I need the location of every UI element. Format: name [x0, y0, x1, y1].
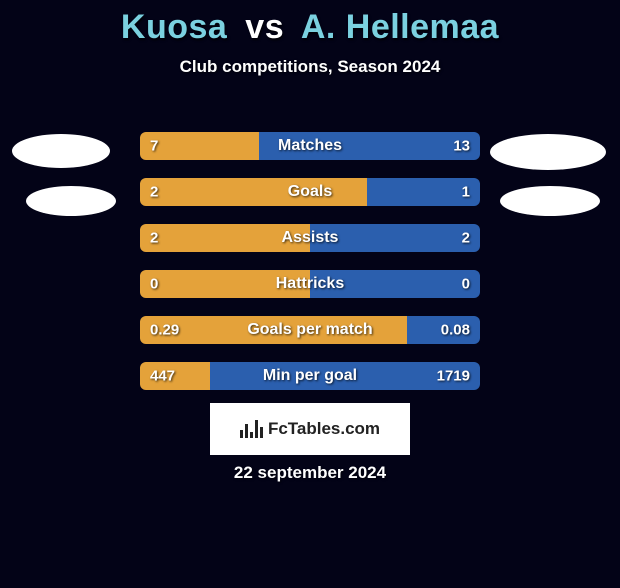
player2-name: A. Hellemaa [301, 8, 499, 46]
avatar-placeholder [490, 134, 606, 170]
date-text: 22 september 2024 [0, 463, 620, 483]
fctables-logo: FcTables.com [210, 403, 410, 455]
stat-row: 00Hattricks [140, 270, 480, 298]
avatar-placeholder [26, 186, 116, 216]
avatar-placeholder [500, 186, 600, 216]
stat-label: Goals [140, 183, 480, 201]
stat-label: Goals per match [140, 321, 480, 339]
subtitle: Club competitions, Season 2024 [0, 57, 620, 77]
avatar-placeholder [12, 134, 110, 168]
stat-row: 0.290.08Goals per match [140, 316, 480, 344]
comparison-title: Kuosa vs A. Hellemaa [0, 8, 620, 47]
stat-label: Assists [140, 229, 480, 247]
player1-name: Kuosa [121, 8, 227, 46]
stat-label: Matches [140, 137, 480, 155]
logo-bars-icon [240, 420, 262, 438]
stat-row: 4471719Min per goal [140, 362, 480, 390]
logo-text: FcTables.com [268, 419, 380, 439]
stat-row: 21Goals [140, 178, 480, 206]
stats-bars: 713Matches 21Goals 22Assists 00Hattricks 0.2… [140, 132, 480, 408]
stat-label: Min per goal [140, 367, 480, 385]
vs-text: vs [245, 8, 284, 46]
stat-row: 22Assists [140, 224, 480, 252]
stat-label: Hattricks [140, 275, 480, 293]
stat-row: 713Matches [140, 132, 480, 160]
